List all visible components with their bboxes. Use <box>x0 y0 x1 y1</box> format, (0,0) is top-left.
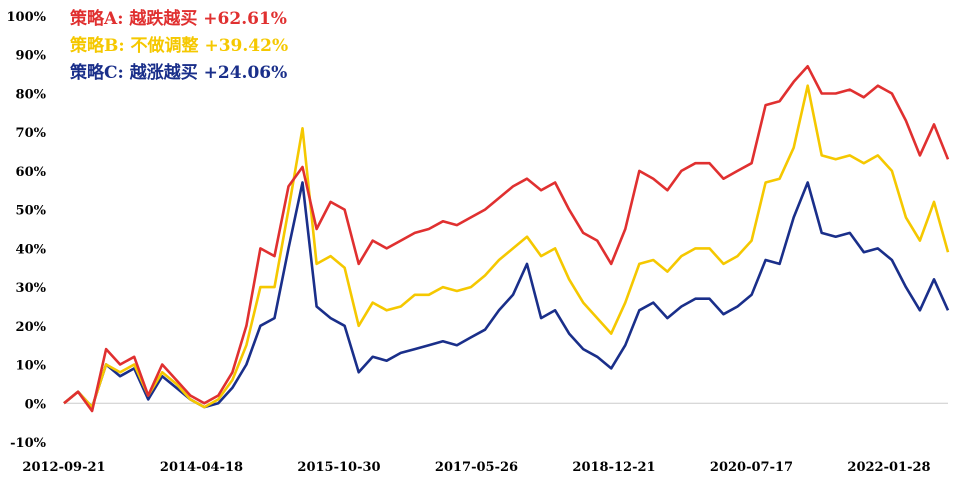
legend-entry-b: 策略B: 不做调整 +39.42% <box>70 35 288 56</box>
y-tick-label: 100% <box>7 10 47 25</box>
y-axis-ticks: -10% 0% 10% 20% 30% 40% 50% 60% 70% 80% … <box>7 10 47 451</box>
y-tick-label: 10% <box>16 359 47 374</box>
x-tick-label: 2014-04-18 <box>160 460 243 475</box>
y-tick-label: 30% <box>16 281 47 296</box>
legend-entry-a: 策略A: 越跌越买 +62.61% <box>70 8 287 29</box>
y-tick-label: 60% <box>16 165 47 180</box>
x-tick-label: 2012-09-21 <box>22 460 105 475</box>
x-tick-label: 2018-12-21 <box>572 460 655 475</box>
legend-entry-c: 策略C: 越涨越买 +24.06% <box>70 62 287 83</box>
x-tick-label: 2017-05-26 <box>435 460 518 475</box>
y-tick-label: 50% <box>16 204 47 219</box>
x-axis-ticks: 2012-09-21 2014-04-18 2015-10-30 2017-05… <box>22 460 930 475</box>
x-tick-label: 2020-07-17 <box>710 460 793 475</box>
y-tick-label: 80% <box>16 87 47 102</box>
legend: 策略A: 越跌越买 +62.61% 策略B: 不做调整 +39.42% 策略C:… <box>70 8 288 83</box>
y-tick-label: 0% <box>25 397 47 412</box>
y-tick-label: -10% <box>10 436 46 451</box>
y-tick-label: 70% <box>16 126 47 141</box>
series-lines <box>63 65 950 413</box>
series-line-c <box>63 181 950 409</box>
y-tick-label: 20% <box>16 320 47 335</box>
x-tick-label: 2015-10-30 <box>297 460 380 475</box>
x-tick-label: 2022-01-28 <box>847 460 930 475</box>
series-line-b <box>63 84 950 409</box>
series-line-a <box>63 65 950 413</box>
y-tick-label: 90% <box>16 49 47 64</box>
y-tick-label: 40% <box>16 242 47 257</box>
